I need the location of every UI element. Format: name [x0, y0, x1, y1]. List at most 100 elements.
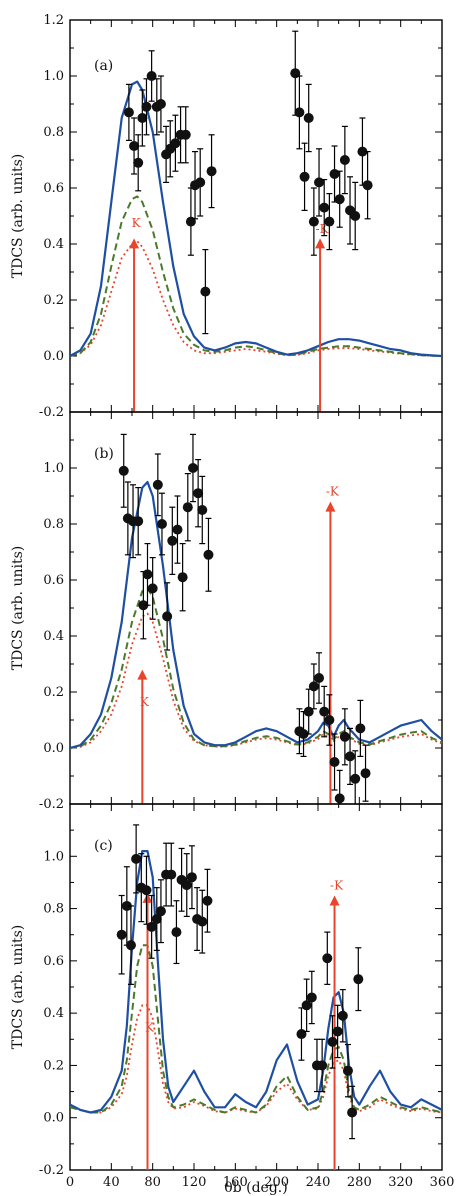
data-point	[141, 101, 152, 112]
panel-label: (c)	[94, 838, 113, 854]
y-tick-label: 0.4	[43, 629, 64, 644]
data-point	[129, 141, 140, 151]
series-dashed-curve	[70, 195, 442, 357]
data-point	[166, 869, 177, 880]
data-point	[156, 519, 167, 529]
y-tick-label: 0.2	[43, 1058, 64, 1073]
data-point	[181, 880, 192, 891]
panel-label: (b)	[94, 446, 114, 462]
data-point	[152, 479, 163, 490]
y-tick-label: -0.2	[39, 405, 64, 420]
data-point	[146, 71, 157, 81]
data-point	[138, 600, 149, 611]
data-point	[155, 99, 166, 109]
data-point	[171, 927, 182, 938]
data-point	[151, 914, 162, 925]
data-point	[133, 157, 144, 168]
data-point	[355, 723, 366, 734]
k-arrow-head	[129, 238, 140, 249]
data-point	[167, 535, 178, 546]
k-arrow-head	[137, 669, 148, 680]
data-point	[193, 488, 204, 499]
y-tick-label: 0.2	[43, 685, 64, 700]
k-label: K	[145, 1020, 155, 1034]
data-point	[125, 940, 136, 951]
data-point	[339, 155, 350, 165]
x-tick-label: 40	[103, 1175, 120, 1190]
data-point	[131, 853, 142, 864]
data-point	[177, 572, 188, 583]
x-tick-label: 80	[144, 1175, 161, 1190]
data-point	[197, 505, 208, 515]
data-point	[195, 177, 206, 188]
data-point	[186, 872, 197, 883]
data-point	[299, 171, 310, 182]
y-tick-label: 0.8	[43, 902, 64, 917]
data-point	[137, 113, 148, 123]
panel-label: (a)	[94, 58, 113, 74]
data-point	[146, 921, 157, 932]
data-point	[180, 129, 191, 140]
data-point	[345, 751, 356, 762]
plot-frame	[69, 19, 443, 413]
data-point	[298, 729, 309, 739]
data-point	[319, 706, 330, 717]
data-point	[324, 216, 335, 227]
panel-2: -0.2 0.0 0.2 0.4 0.6 0.8 1.0 TDCS (arb. units) (…	[10, 411, 443, 812]
series-dotted-curve	[70, 1004, 442, 1114]
y-axis-title: TDCS (arb. units)	[10, 154, 26, 278]
k-arrow-head	[315, 238, 326, 249]
y-tick-label: 0.6	[43, 181, 64, 196]
data-point	[182, 502, 193, 513]
y-tick-label: 0.6	[43, 954, 64, 969]
data-point	[334, 194, 345, 205]
k-label: -K	[330, 879, 344, 893]
y-tick-label: 0.6	[43, 573, 64, 588]
k-arrow-head	[329, 895, 340, 906]
data-point	[324, 715, 335, 725]
data-point	[317, 1060, 328, 1071]
data-point	[319, 202, 330, 213]
data-point	[116, 929, 127, 940]
series-solid-curve	[70, 850, 442, 1114]
y-tick-label: 0.4	[43, 1006, 64, 1021]
y-tick-label: -0.2	[39, 1163, 64, 1178]
data-point	[308, 681, 319, 692]
y-tick-label: 0.8	[43, 125, 64, 140]
data-point	[290, 68, 301, 79]
x-tick-label: 240	[306, 1175, 331, 1190]
data-point	[322, 953, 333, 964]
data-point	[296, 1029, 307, 1040]
y-tick-label: 0.2	[43, 293, 64, 308]
data-point	[303, 706, 314, 717]
data-point	[294, 107, 305, 118]
data-point	[142, 569, 153, 580]
x-tick-label: 160	[223, 1175, 248, 1190]
y-tick-label: -0.2	[39, 797, 64, 812]
data-point	[334, 793, 345, 804]
data-point	[133, 516, 144, 527]
data-point	[200, 286, 211, 297]
k-label: -K	[326, 485, 340, 499]
data-point	[357, 146, 368, 157]
series-dotted-curve	[70, 240, 442, 357]
x-tick-label: 200	[264, 1175, 289, 1190]
data-point	[203, 549, 214, 560]
data-point	[329, 757, 340, 767]
data-point	[339, 731, 350, 742]
y-axis-title: TDCS (arb. units)	[10, 546, 26, 670]
data-point	[303, 113, 314, 123]
data-point	[308, 216, 319, 227]
data-point	[121, 900, 132, 911]
data-point	[314, 673, 325, 683]
x-tick-label: 0	[66, 1175, 74, 1190]
series-solid-curve	[70, 480, 442, 750]
y-tick-label: 0.0	[43, 741, 64, 756]
x-axis-title: θb (deg.)	[224, 1180, 287, 1196]
series-dashed-curve	[70, 944, 442, 1114]
x-tick-label: 320	[388, 1175, 413, 1190]
data-point	[353, 974, 364, 985]
data-point	[347, 1107, 358, 1118]
series-solid-curve	[70, 80, 442, 358]
data-point	[172, 524, 183, 535]
